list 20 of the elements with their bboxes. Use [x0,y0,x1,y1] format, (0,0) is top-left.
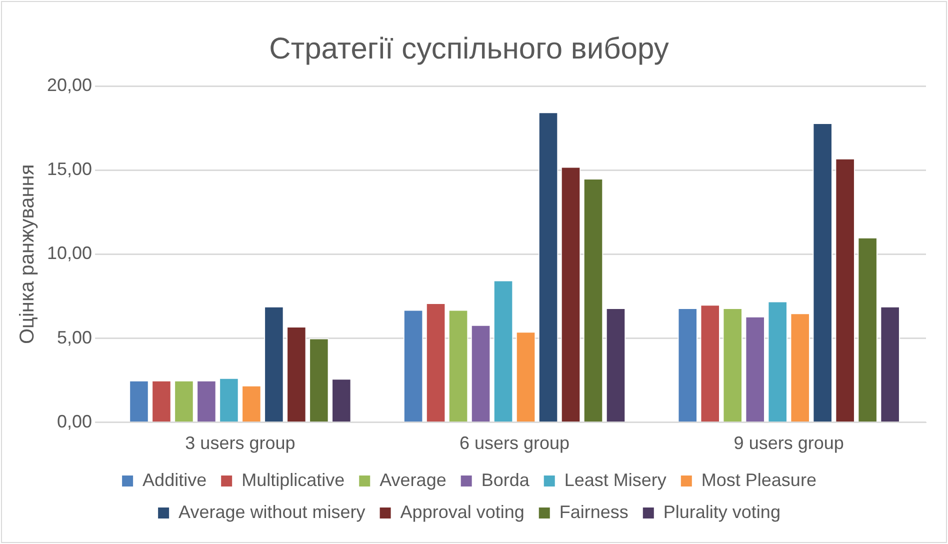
legend-label: Multiplicative [242,470,345,490]
legend-label: Approval voting [400,502,524,522]
y-tick-label: 5,00 [56,327,92,348]
legend-label: Plurality voting [663,502,780,522]
chart-title: Стратегії суспільного вибору [269,32,669,66]
x-tick-label: 6 users group [459,433,570,454]
legend-label: Most Pleasure [701,470,816,490]
x-tick-label: 3 users group [185,433,296,454]
legend-label: Fairness [559,502,628,522]
x-tick-label: 9 users group [734,433,844,454]
legend-label: Average without misery [178,502,366,522]
y-tick-label: 10,00 [46,243,92,264]
y-tick-label: 20,00 [46,74,92,95]
legend-label: Least Misery [564,470,666,490]
y-tick-label: 0,00 [56,411,92,432]
legend-label: Additive [142,470,207,490]
y-tick-label: 15,00 [46,159,92,180]
y-axis-title: Оцінка ранжування [16,164,39,344]
legend-label: Average [380,470,446,490]
legend-label: Borda [481,470,530,490]
